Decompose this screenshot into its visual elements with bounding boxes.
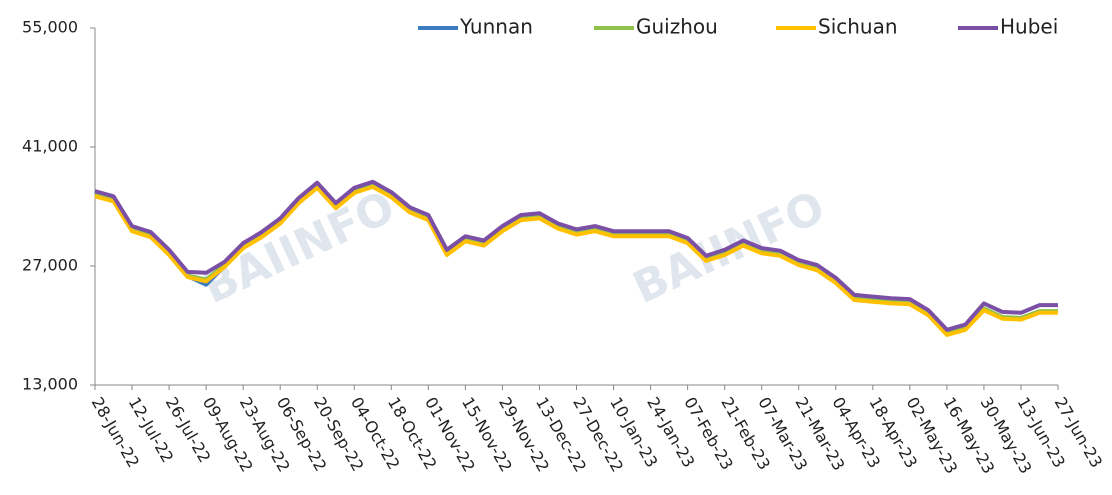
series-line [94, 184, 1058, 337]
legend-label: Sichuan [818, 15, 898, 39]
y-tick-label: 41,000 [22, 137, 78, 156]
legend-label: Guizhou [636, 15, 718, 39]
y-tick-label: 55,000 [22, 18, 78, 37]
y-tick-label: 13,000 [22, 375, 78, 394]
legend-label: Yunnan [459, 15, 533, 39]
y-tick-label: 27,000 [22, 256, 78, 275]
legend-label: Hubei [1000, 15, 1058, 39]
series-line [94, 179, 1058, 332]
